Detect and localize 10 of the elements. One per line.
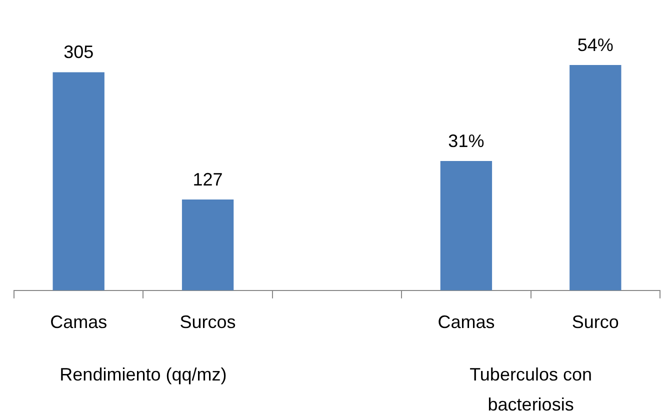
data-label: 31% [448,130,484,151]
text: Rendimiento (qq/mz) [60,364,227,384]
x-tick-label: Surcos [180,312,236,332]
data-label: 305 [64,42,94,62]
data-label: 127 [192,170,223,190]
data-label: 54% [577,35,614,56]
x-tick-label: Camas [438,312,495,332]
x-tick-label: Surco [572,312,619,332]
x-tick-label: Camas [50,312,108,332]
text: Tuberculos con bacteriosis [470,364,592,414]
